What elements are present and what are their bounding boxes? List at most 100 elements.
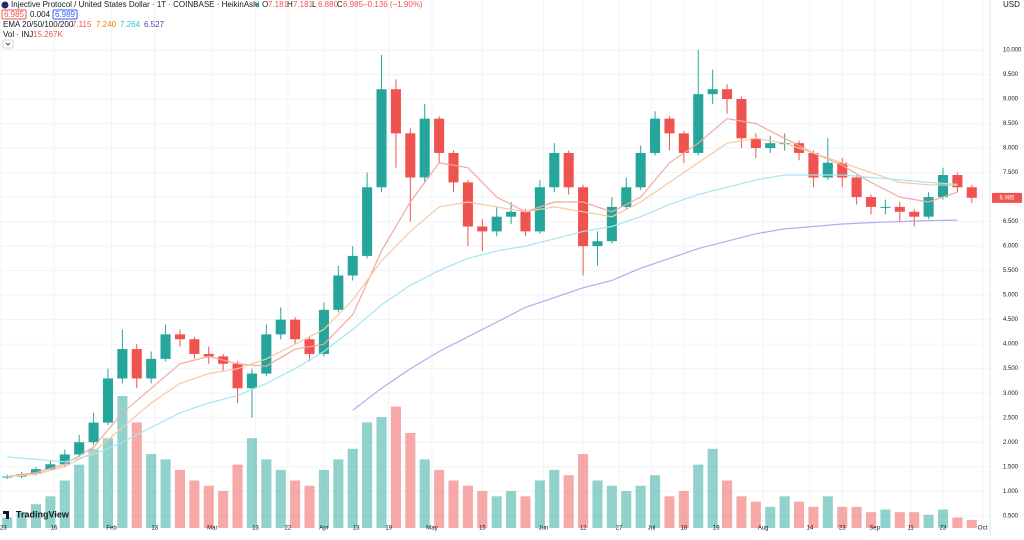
volume-bar bbox=[506, 491, 517, 528]
status-dot bbox=[255, 3, 259, 7]
volume-bar bbox=[45, 496, 56, 528]
volume-bar bbox=[937, 509, 949, 528]
volume-bar bbox=[347, 448, 358, 528]
ema-value: 7.240 bbox=[96, 20, 117, 29]
candle-body bbox=[232, 363, 243, 389]
volume-bar bbox=[74, 464, 85, 528]
volume-bar bbox=[534, 480, 545, 528]
volume-bar bbox=[477, 491, 488, 528]
ohlc-value: 7.181 bbox=[293, 0, 314, 9]
logo-icon bbox=[3, 511, 9, 519]
candle-body bbox=[592, 241, 603, 247]
candle-body bbox=[635, 152, 646, 188]
candle-body bbox=[966, 187, 977, 198]
x-tick-label: 14 bbox=[806, 526, 813, 532]
ema-line bbox=[7, 117, 958, 478]
volume-bar bbox=[650, 475, 661, 528]
volume-bar bbox=[491, 496, 502, 528]
y-tick-label: 8.500 bbox=[1003, 121, 1019, 127]
logo: TradingView bbox=[16, 509, 70, 519]
volume-bar bbox=[966, 520, 977, 528]
candle-body bbox=[606, 206, 617, 242]
volume-bar bbox=[290, 480, 301, 528]
volume-bar bbox=[333, 459, 344, 528]
volume-bar bbox=[318, 469, 329, 528]
candle-body bbox=[59, 454, 70, 465]
volume-bar bbox=[894, 512, 905, 528]
volume-bar bbox=[218, 491, 229, 528]
y-tick-label: 1.000 bbox=[1003, 489, 1019, 495]
volume-bar bbox=[390, 406, 401, 528]
x-tick-label: 2023 bbox=[0, 526, 7, 532]
volume-bar bbox=[837, 506, 848, 528]
candle-body bbox=[275, 319, 286, 335]
candle-body bbox=[880, 206, 891, 208]
buy-box[interactable] bbox=[52, 9, 78, 20]
volume-bar bbox=[462, 485, 473, 528]
volume-bar bbox=[376, 417, 387, 528]
candle-body bbox=[261, 334, 272, 374]
candle-body bbox=[578, 187, 589, 247]
x-tick-label: 27 bbox=[616, 526, 623, 532]
candle-body bbox=[318, 309, 329, 354]
collapse-button[interactable] bbox=[2, 39, 14, 49]
volume-bar bbox=[88, 448, 99, 528]
ohlc-value: 6.985 bbox=[343, 0, 364, 9]
candle-body bbox=[189, 339, 200, 354]
volume-bar bbox=[16, 512, 27, 528]
volume-bar bbox=[203, 485, 214, 528]
sell-box[interactable] bbox=[1, 9, 27, 20]
candle-body bbox=[765, 143, 776, 149]
candle-body bbox=[333, 275, 344, 310]
candle-body bbox=[131, 349, 142, 379]
candle-body bbox=[923, 197, 934, 217]
candle-body bbox=[937, 175, 949, 198]
ohlc-letter: O bbox=[262, 0, 268, 9]
y-tick-label: 5.000 bbox=[1003, 293, 1019, 299]
bid[interactable]: 6.985 bbox=[4, 10, 25, 19]
x-tick-label: 23 bbox=[940, 526, 947, 532]
x-tick-label: 13 bbox=[252, 526, 259, 532]
volume-bar bbox=[304, 485, 315, 528]
x-tick-label: Jul bbox=[648, 526, 656, 532]
last-price-tag bbox=[992, 192, 1022, 203]
y-tick-label: 8.000 bbox=[1003, 146, 1019, 152]
candle-body bbox=[419, 118, 430, 178]
candle-body bbox=[894, 206, 905, 212]
y-tick-label: 0.500 bbox=[1003, 513, 1019, 519]
candle-body bbox=[203, 353, 214, 357]
x-tick-label: 18 bbox=[681, 526, 688, 532]
ohlc-value: 7.181 bbox=[268, 0, 289, 9]
spread: 0.004 bbox=[30, 10, 51, 19]
volume-bar bbox=[707, 448, 718, 528]
volume-bar bbox=[434, 469, 445, 528]
volume-bar bbox=[880, 509, 891, 528]
candle-body bbox=[506, 211, 517, 217]
plot-area bbox=[0, 0, 990, 528]
ohlc-letter: C bbox=[337, 0, 343, 9]
y-tick-label: 7.500 bbox=[1003, 170, 1019, 176]
candle-body bbox=[693, 94, 704, 153]
volume-bar bbox=[635, 485, 646, 528]
volume-bar bbox=[923, 514, 934, 528]
volume-bar bbox=[232, 464, 243, 528]
volume-bar bbox=[621, 491, 632, 528]
ema-value: 7.264 bbox=[120, 20, 141, 29]
volume-bar bbox=[779, 496, 790, 528]
ask[interactable]: 6.989 bbox=[55, 10, 76, 19]
volume-bar bbox=[520, 496, 531, 528]
volume-bar bbox=[174, 469, 186, 528]
x-tick-label: 12 bbox=[580, 526, 587, 532]
ohlc-letter: L bbox=[312, 0, 317, 9]
symbol-icon bbox=[1, 1, 9, 9]
volume-bar bbox=[606, 485, 617, 528]
volume-bar bbox=[131, 422, 142, 528]
ema-value: 6.527 bbox=[144, 20, 165, 29]
candle-body bbox=[174, 334, 186, 340]
y-tick-label: 2.500 bbox=[1003, 415, 1019, 421]
volume-bar bbox=[102, 438, 114, 528]
volume-bar bbox=[736, 496, 747, 528]
x-tick-label: 16 bbox=[51, 526, 58, 532]
volume-bar bbox=[362, 422, 373, 528]
